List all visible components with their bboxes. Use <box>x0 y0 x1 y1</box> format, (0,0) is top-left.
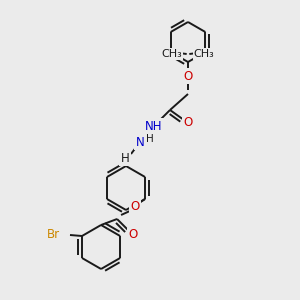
Text: O: O <box>183 70 193 83</box>
Text: O: O <box>128 227 138 241</box>
Text: CH₃: CH₃ <box>194 49 214 59</box>
Text: Br: Br <box>47 227 60 241</box>
Text: O: O <box>130 200 140 214</box>
Text: H: H <box>146 134 154 144</box>
Text: O: O <box>183 116 193 130</box>
Text: H: H <box>121 152 129 164</box>
Text: N: N <box>136 136 144 148</box>
Text: CH₃: CH₃ <box>162 49 182 59</box>
Text: NH: NH <box>145 119 163 133</box>
